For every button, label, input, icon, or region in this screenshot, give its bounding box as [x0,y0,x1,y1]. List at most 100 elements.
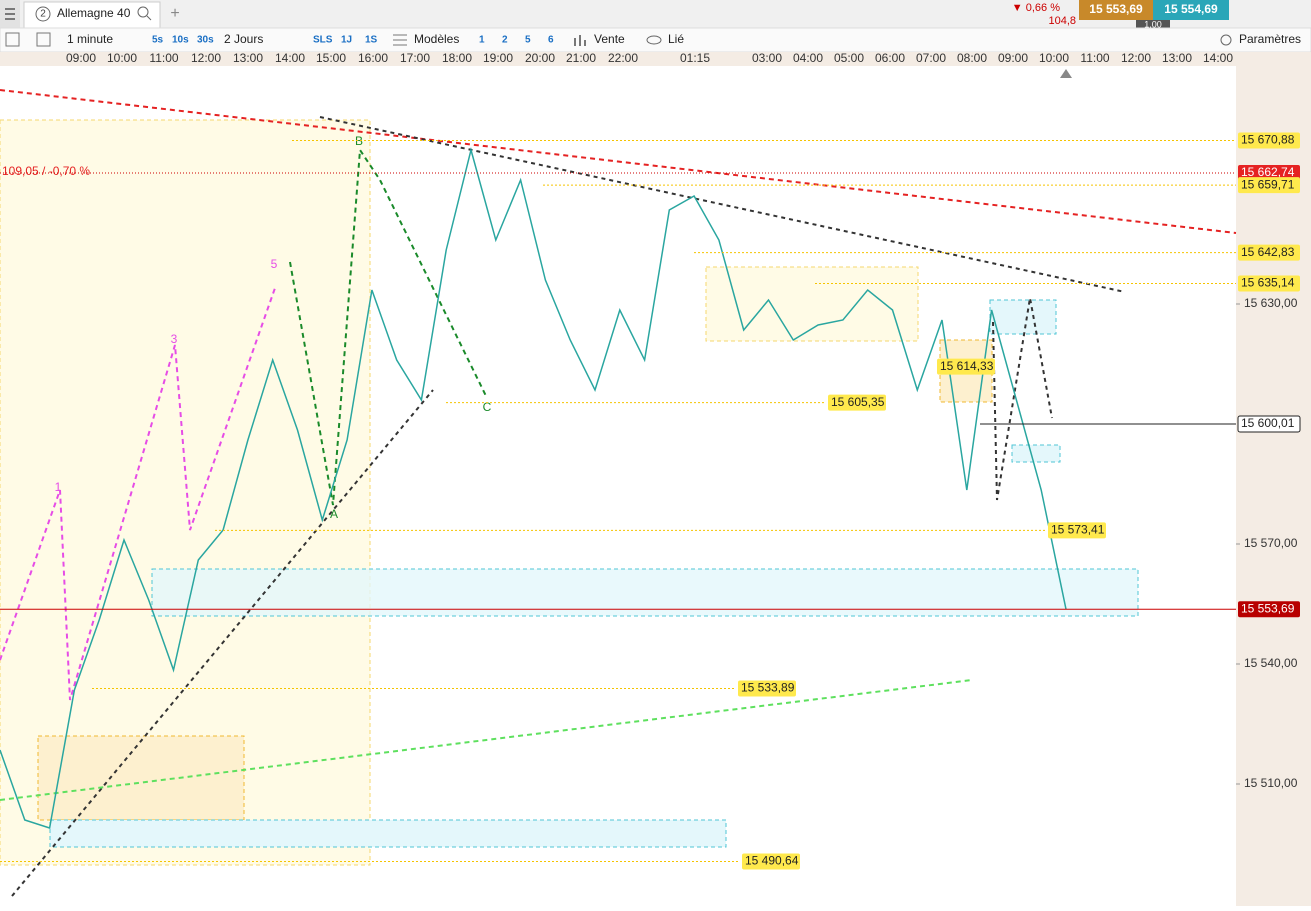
annotation: 109,05 / -0,70 % [2,164,90,178]
level-label: 15 573,41 [1051,523,1105,537]
wave-label: 3 [171,332,178,346]
zone [705,266,919,342]
time-label: 12:00 [1121,51,1151,65]
layout-option[interactable]: 6 [548,35,554,46]
time-label: 19:00 [483,51,513,65]
level-tag [1237,415,1301,433]
time-label: 07:00 [916,51,946,65]
sell-icon [574,35,586,46]
level-tag [1238,244,1300,261]
time-label: 14:00 [1203,51,1233,65]
layout-option[interactable]: 1 [479,35,485,46]
period-option[interactable]: SLS [313,35,333,46]
time-label: 22:00 [608,51,638,65]
settings-icon [1220,34,1232,46]
settings[interactable]: Paramètres [1239,32,1301,46]
linked[interactable]: Lié [668,32,684,46]
grid-icon[interactable] [36,32,51,47]
tab[interactable] [23,1,161,29]
time-label: 10:00 [107,51,137,65]
price-label: 15 570,00 [1244,536,1298,550]
price-label: 15 630,00 [1244,296,1298,310]
level-tag [1048,522,1106,539]
menu-icon [5,8,15,20]
time-label: 08:00 [957,51,987,65]
time-label: 14:00 [275,51,305,65]
time-label: 09:00 [66,51,96,65]
level-label: 15 490,64 [745,854,799,868]
level-tag [1238,165,1300,182]
seconds-option[interactable]: 10s [172,35,189,46]
wave-label: 1 [55,480,62,494]
panel-icon[interactable] [5,32,20,47]
wave-label: 5 [271,257,278,271]
trend-line [319,116,1126,293]
bid-button[interactable] [1079,0,1153,20]
sell[interactable]: Vente [594,32,625,46]
time-label: 20:00 [525,51,555,65]
time-label: 13:00 [233,51,263,65]
tab-badge [35,6,51,22]
trend-line [0,679,973,801]
wave-label: B [355,134,363,148]
time-label: 21:00 [566,51,596,65]
zone [989,299,1057,335]
tab-number: 2 [40,9,46,20]
period-option[interactable]: 1J [341,35,352,46]
period-option[interactable]: 1S [365,35,378,46]
time-label: 01:15 [680,51,710,65]
wave-label: A [330,507,338,521]
spread: 1,00 [1144,19,1162,29]
layout-option[interactable]: 5 [525,35,531,46]
level-label: 15 642,83 [1241,245,1295,259]
level-tag [1238,177,1300,194]
level-label: 15 670,88 [1241,133,1295,147]
range[interactable]: 2 Jours [224,32,263,46]
level-label: 15 600,01 [1241,416,1295,430]
wave-line [289,147,487,506]
trend-line [11,389,434,897]
level-tag [1238,275,1300,292]
spread-box [1136,20,1170,29]
zone [37,735,245,821]
now-marker [1060,69,1072,78]
price-label: 15 540,00 [1244,656,1298,670]
level-label: 15 533,89 [741,681,795,695]
templates[interactable]: Modèles [414,32,459,46]
zone [1011,444,1061,463]
templates-icon [393,34,407,46]
time-label: 11:00 [1080,51,1109,65]
bid: 15 553,69 [1089,2,1143,16]
level-tag [828,394,886,411]
search-icon[interactable] [137,6,149,18]
time-label: 03:00 [752,51,782,65]
layout-option[interactable]: 2 [502,35,508,46]
time-label: 11:00 [149,51,178,65]
change-percent: ▼ 0,66 % [1012,2,1060,14]
seconds-option[interactable]: 5s [152,35,164,46]
add-tab[interactable]: + [170,5,179,22]
price-axis [1236,52,1311,906]
ask-button[interactable] [1153,0,1229,20]
price-label: 15 510,00 [1244,776,1298,790]
wave-line [992,297,1053,501]
level-label: 15 635,14 [1241,276,1295,290]
seconds-option[interactable]: 30s [197,35,214,46]
level-tag [1238,132,1300,149]
time-label: 13:00 [1162,51,1192,65]
level-label: 15 659,71 [1241,177,1295,191]
time-label: 15:00 [316,51,346,65]
change-points: 104,8 [1048,15,1076,27]
time-label: 10:00 [1039,51,1069,65]
level-label: 15 614,33 [940,359,994,373]
interval[interactable]: 1 minute [67,32,113,46]
time-label: 18:00 [442,51,472,65]
ask: 15 554,69 [1164,2,1218,16]
price-line [0,147,1067,829]
time-label: 12:00 [191,51,221,65]
time-axis [0,52,1236,66]
zone [49,819,727,848]
link-icon [646,35,662,45]
